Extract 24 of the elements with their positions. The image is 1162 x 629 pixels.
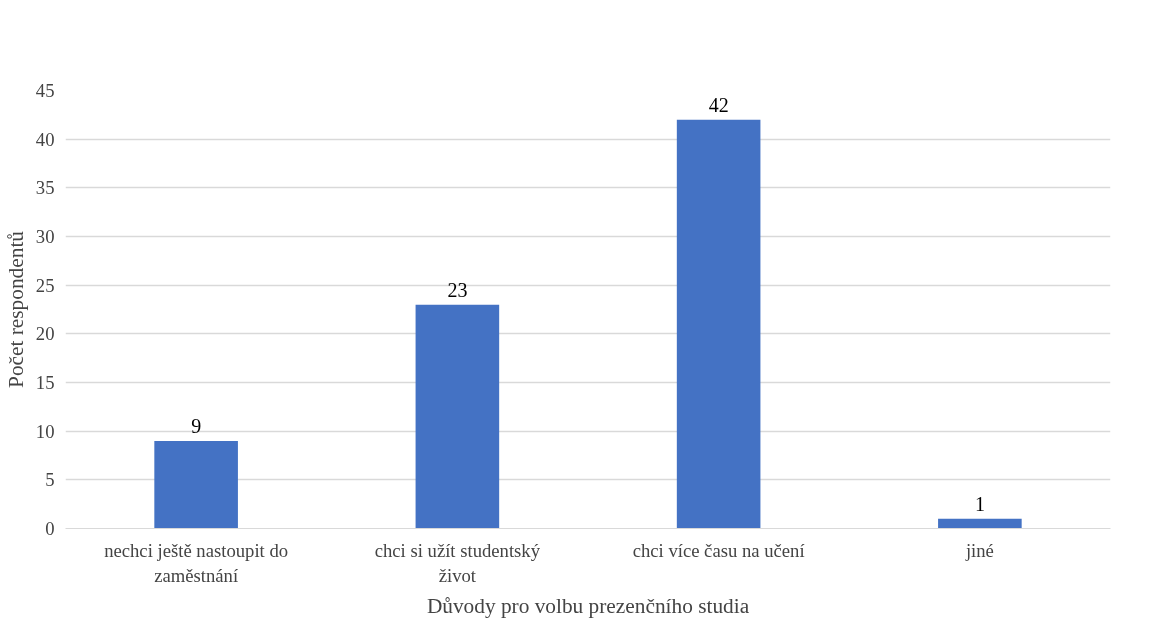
bar xyxy=(938,518,1022,529)
y-tick-label: 15 xyxy=(35,372,55,393)
y-tick-label: 20 xyxy=(35,323,55,345)
bar xyxy=(154,440,238,529)
data-label: 23 xyxy=(447,278,468,301)
x-tick-label: chci si užít studentský život xyxy=(374,539,541,586)
y-tick-label: 45 xyxy=(35,80,55,101)
y-tick-label: 25 xyxy=(35,274,55,296)
bar xyxy=(676,119,761,529)
bar xyxy=(415,304,500,529)
y-tick-label: 0 xyxy=(45,518,55,539)
data-label: 42 xyxy=(708,93,729,116)
x-tick-label: nechci ještě nastoupit do zaměstnání xyxy=(104,539,289,586)
x-tick-label: chci více času na učení xyxy=(632,539,805,561)
y-tick-label: 40 xyxy=(35,128,55,150)
data-label: 1 xyxy=(974,492,985,515)
x-tick-label: jiné xyxy=(964,539,994,561)
y-axis-title: Počet respondentů xyxy=(3,230,28,388)
y-tick-label: 35 xyxy=(35,177,55,199)
y-tick-label: 10 xyxy=(35,420,55,442)
data-label: 9 xyxy=(191,414,202,437)
x-axis-title: Důvody pro volbu prezenčního studia xyxy=(426,593,750,618)
y-tick-label: 30 xyxy=(35,226,55,247)
y-tick-label: 5 xyxy=(45,469,55,491)
